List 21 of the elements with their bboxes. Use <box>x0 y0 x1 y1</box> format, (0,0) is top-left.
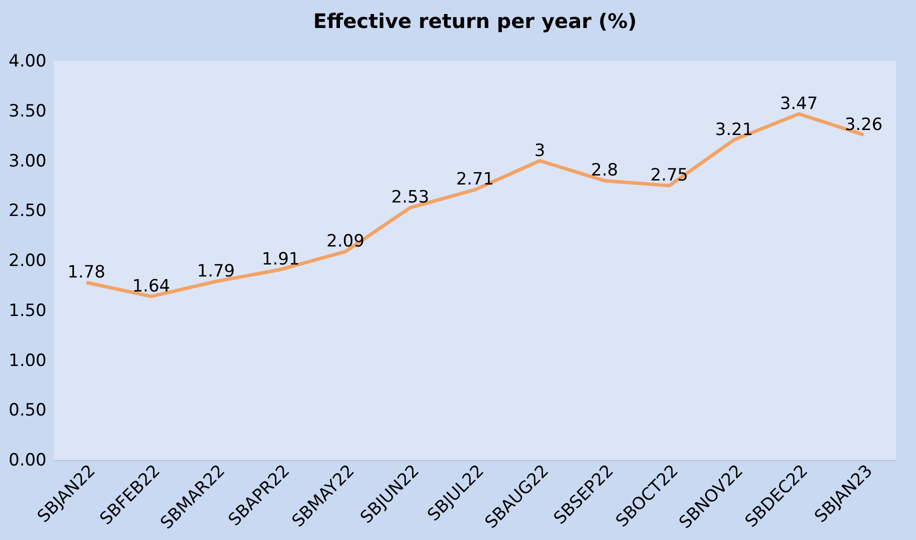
y-tick-label: 1.00 <box>8 350 46 371</box>
data-label: 2.8 <box>591 160 618 181</box>
data-label: 2.53 <box>391 188 430 208</box>
y-tick-label: 1.50 <box>8 300 46 321</box>
data-label: 1.64 <box>132 276 170 296</box>
data-label: 3.21 <box>715 120 754 140</box>
y-tick-label: 4.00 <box>8 52 46 72</box>
y-tick-label: 2.00 <box>8 251 46 271</box>
y-tick-label: 3.00 <box>8 151 46 172</box>
y-tick-label: 2.50 <box>8 201 46 222</box>
data-label: 3.26 <box>844 114 883 135</box>
chart-title: Effective return per year (%) <box>313 9 637 33</box>
y-tick-label: 0.00 <box>8 450 46 470</box>
y-tick-label: 0.50 <box>8 400 46 421</box>
data-label: 1.91 <box>262 249 300 270</box>
data-label: 2.71 <box>456 170 494 190</box>
data-label: 3.47 <box>780 94 818 114</box>
data-label: 1.79 <box>196 261 235 282</box>
data-label: 1.78 <box>67 262 106 282</box>
y-tick-label: 3.50 <box>8 101 46 122</box>
data-label: 3 <box>534 140 546 161</box>
